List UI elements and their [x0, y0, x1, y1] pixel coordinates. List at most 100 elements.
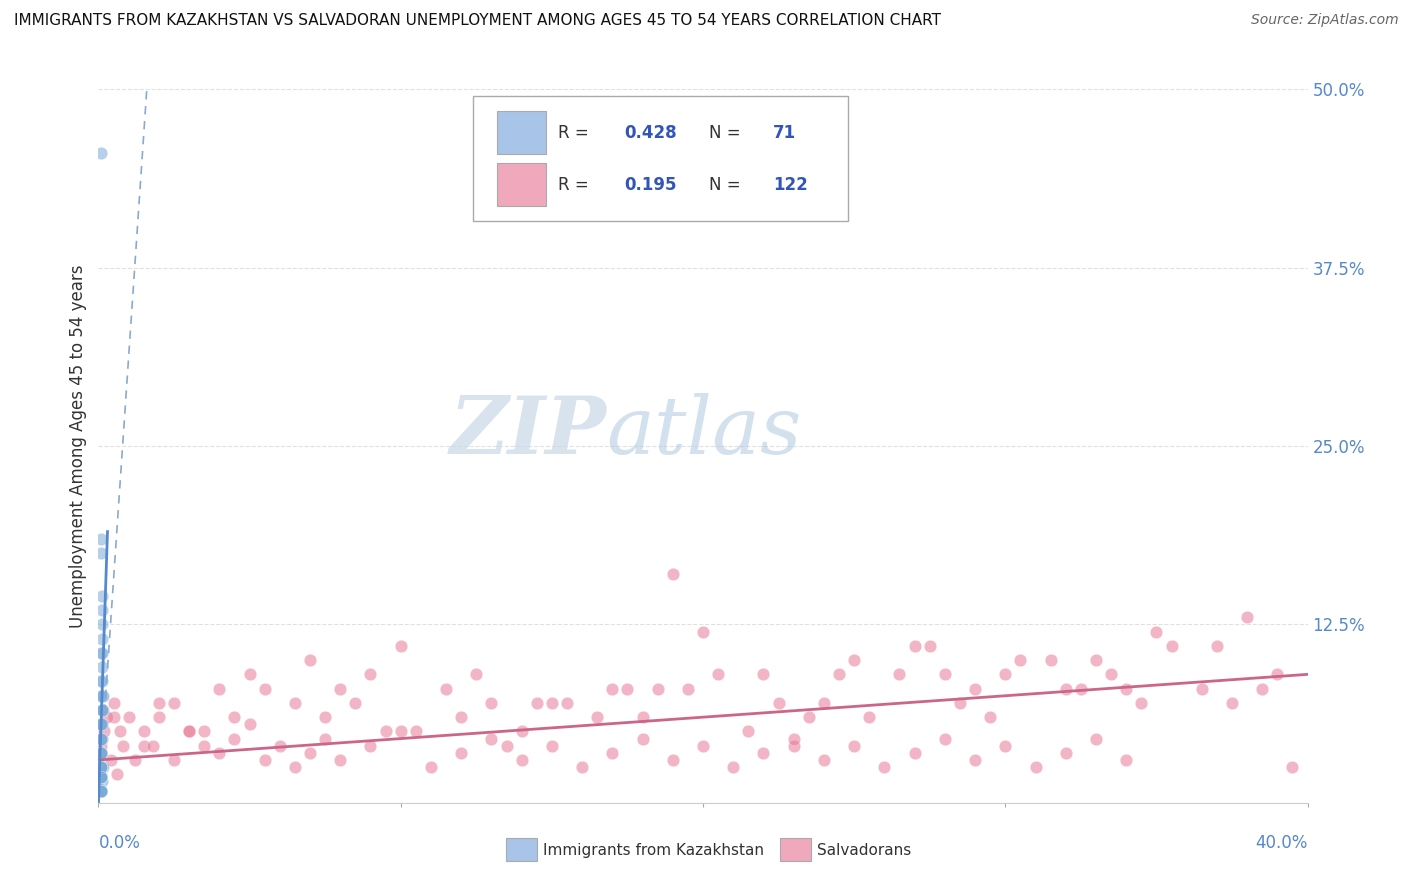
Point	[163, 753, 186, 767]
Point	[90, 770, 112, 784]
Point	[103, 710, 125, 724]
Point	[90, 760, 112, 774]
Point	[994, 667, 1017, 681]
Point	[873, 760, 896, 774]
Point	[329, 681, 352, 696]
Point	[284, 760, 307, 774]
Point	[707, 667, 730, 681]
Point	[90, 784, 112, 798]
Point	[93, 724, 115, 739]
Text: 71: 71	[773, 124, 796, 142]
Point	[90, 770, 112, 784]
Point	[1024, 760, 1046, 774]
Point	[89, 784, 111, 798]
Point	[314, 731, 336, 746]
Point	[918, 639, 941, 653]
Point	[91, 632, 114, 646]
Point	[108, 724, 131, 739]
Point	[91, 674, 114, 689]
Point	[510, 753, 533, 767]
Point	[124, 753, 146, 767]
Y-axis label: Unemployment Among Ages 45 to 54 years: Unemployment Among Ages 45 to 54 years	[69, 264, 87, 628]
Point	[934, 667, 956, 681]
FancyBboxPatch shape	[474, 96, 848, 221]
Point	[239, 667, 262, 681]
Point	[90, 731, 112, 746]
Point	[360, 667, 382, 681]
Point	[90, 770, 112, 784]
Point	[224, 731, 246, 746]
Point	[1220, 696, 1243, 710]
Point	[1206, 639, 1229, 653]
Point	[737, 724, 759, 739]
Point	[90, 646, 112, 660]
Point	[89, 784, 111, 798]
Point	[768, 696, 790, 710]
Point	[540, 739, 562, 753]
Point	[782, 731, 804, 746]
Point	[1191, 681, 1213, 696]
Point	[904, 746, 927, 760]
Point	[90, 760, 112, 774]
Point	[90, 746, 112, 760]
Text: ZIP: ZIP	[450, 393, 606, 470]
Point	[118, 710, 141, 724]
Point	[647, 681, 669, 696]
Text: 40.0%: 40.0%	[1256, 834, 1308, 852]
Point	[90, 717, 112, 731]
Point	[90, 770, 112, 784]
Point	[90, 784, 112, 798]
Point	[994, 739, 1017, 753]
Point	[90, 731, 112, 746]
Point	[1130, 696, 1153, 710]
Point	[1085, 731, 1108, 746]
Point	[934, 731, 956, 746]
Point	[239, 717, 262, 731]
Point	[89, 781, 111, 796]
Point	[208, 681, 231, 696]
Point	[90, 784, 112, 798]
Point	[1010, 653, 1032, 667]
Point	[148, 696, 170, 710]
Point	[96, 710, 118, 724]
Point	[253, 681, 276, 696]
Point	[1054, 746, 1077, 760]
Point	[510, 724, 533, 739]
Point	[782, 739, 804, 753]
Point	[90, 770, 112, 784]
Point	[676, 681, 699, 696]
Point	[90, 770, 112, 784]
Point	[299, 746, 322, 760]
Point	[90, 674, 112, 689]
Point	[90, 746, 112, 760]
Point	[177, 724, 201, 739]
Point	[419, 760, 441, 774]
Point	[1115, 681, 1137, 696]
Point	[450, 746, 472, 760]
Point	[91, 603, 114, 617]
Point	[103, 696, 125, 710]
Point	[208, 746, 231, 760]
Point	[813, 753, 835, 767]
Point	[450, 710, 472, 724]
Point	[177, 724, 201, 739]
Point	[91, 646, 114, 660]
Point	[828, 667, 851, 681]
Point	[90, 784, 112, 798]
Point	[949, 696, 972, 710]
Point	[90, 784, 112, 798]
Point	[132, 739, 155, 753]
Point	[495, 739, 517, 753]
Point	[91, 660, 114, 674]
Point	[692, 739, 714, 753]
Point	[253, 753, 276, 767]
Point	[89, 784, 111, 798]
Point	[844, 653, 866, 667]
Text: IMMIGRANTS FROM KAZAKHSTAN VS SALVADORAN UNEMPLOYMENT AMONG AGES 45 TO 54 YEARS : IMMIGRANTS FROM KAZAKHSTAN VS SALVADORAN…	[14, 13, 941, 29]
Point	[90, 717, 112, 731]
Point	[90, 689, 112, 703]
Point	[965, 753, 987, 767]
Point	[91, 689, 114, 703]
Point	[571, 760, 593, 774]
Point	[1085, 653, 1108, 667]
